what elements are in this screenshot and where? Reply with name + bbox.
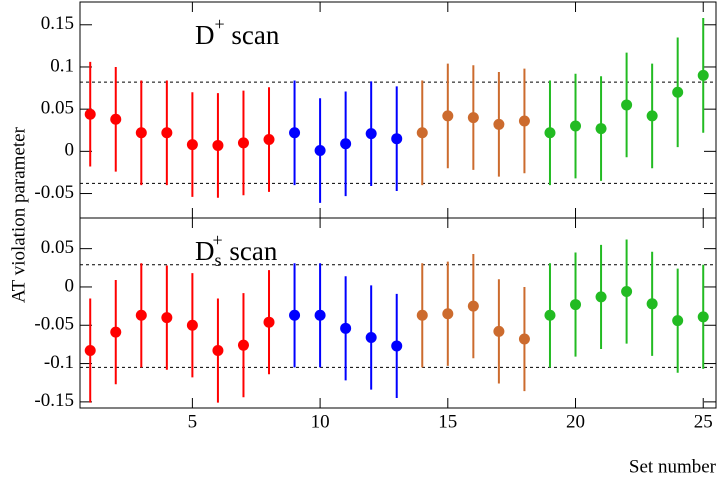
point: [442, 110, 454, 122]
point: [493, 118, 505, 130]
y-tick-label: 0.1: [50, 55, 74, 76]
y-tick-label: 0.15: [41, 13, 74, 34]
point: [263, 134, 275, 146]
point: [595, 291, 607, 303]
point: [544, 127, 556, 139]
point: [135, 309, 147, 321]
point: [391, 340, 403, 352]
point: [416, 127, 428, 139]
point: [467, 112, 479, 124]
frame: [79, 217, 717, 409]
point: [186, 319, 198, 331]
point: [186, 139, 198, 151]
label-rest: scan: [223, 236, 278, 266]
point: [570, 120, 582, 132]
point: [672, 86, 684, 98]
y-tick-label: -0.05: [34, 314, 74, 335]
y-axis-label: AT violation parameter: [8, 126, 29, 303]
x-tick-label: 20: [566, 411, 585, 432]
point: [646, 110, 658, 122]
point: [621, 286, 633, 298]
point: [697, 311, 709, 323]
label-main: D: [195, 20, 215, 50]
point: [135, 127, 147, 139]
point: [416, 309, 428, 321]
point: [570, 299, 582, 311]
x-tick-label: 25: [694, 411, 713, 432]
point: [646, 298, 658, 310]
point: [340, 322, 352, 334]
point: [212, 139, 224, 151]
label-sub: s: [215, 250, 222, 270]
panel-label: D+ scan: [195, 14, 280, 50]
point: [237, 137, 249, 149]
point: [365, 332, 377, 344]
y-tick-label: -0.15: [34, 390, 74, 411]
y-tick-label: -0.1: [44, 352, 74, 373]
y-tick-label: 0: [65, 140, 75, 161]
point: [595, 123, 607, 135]
point: [161, 127, 173, 139]
y-tick-label: 0: [65, 275, 75, 296]
label-rest: scan: [225, 20, 280, 50]
point: [697, 69, 709, 81]
point: [110, 113, 122, 125]
point: [212, 345, 224, 357]
label-sup: +: [215, 14, 225, 34]
y-tick-label: 0.05: [41, 237, 74, 258]
point: [672, 315, 684, 327]
panel-label: Ds+ scan: [195, 230, 278, 270]
x-tick-label: 10: [311, 411, 330, 432]
point: [518, 333, 530, 345]
point: [289, 309, 301, 321]
y-tick-label: 0.05: [41, 98, 74, 119]
point: [314, 145, 326, 156]
point: [340, 138, 352, 150]
label-sup: +: [213, 230, 223, 250]
point: [84, 108, 96, 120]
point: [161, 312, 173, 324]
point: [314, 309, 326, 321]
point: [365, 128, 377, 140]
y-tick-label: -0.05: [34, 182, 74, 203]
point: [391, 133, 403, 145]
point: [621, 99, 633, 111]
x-tick-label: 15: [438, 411, 457, 432]
frame: [79, 1, 717, 219]
point: [110, 326, 122, 338]
point: [84, 345, 96, 357]
x-axis-label: Set number: [629, 456, 717, 477]
point: [237, 339, 249, 351]
point: [544, 309, 556, 321]
point: [263, 316, 275, 328]
point: [442, 308, 454, 320]
point: [518, 115, 530, 127]
x-tick-label: 5: [188, 411, 198, 432]
point: [289, 127, 301, 139]
label-main: D: [195, 236, 215, 266]
point: [493, 325, 505, 337]
point: [467, 300, 479, 312]
